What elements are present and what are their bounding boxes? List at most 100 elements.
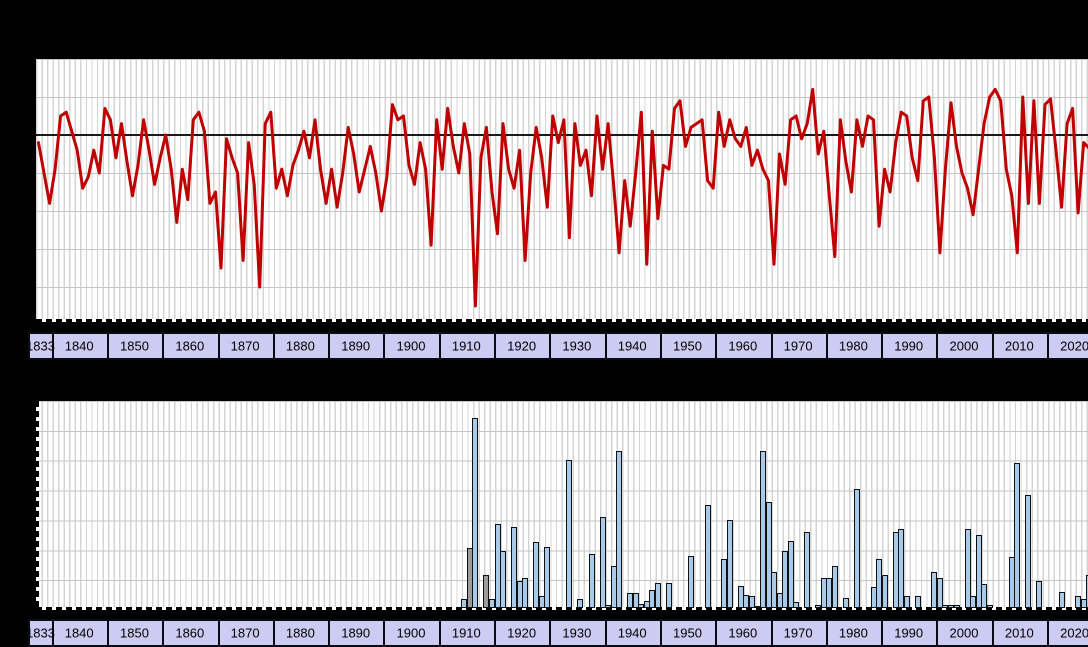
bar-1997	[942, 605, 949, 608]
decade-separator	[549, 621, 552, 645]
bar-2014	[1036, 581, 1043, 608]
decade-separator	[604, 334, 607, 358]
decade-label: 1880	[285, 338, 315, 354]
decade-label: 1833	[28, 625, 55, 641]
bar-2023	[1086, 575, 1088, 608]
bar-1972	[804, 531, 811, 608]
decade-label: 1980	[838, 338, 868, 354]
decade-label: 1833	[28, 338, 55, 354]
decade-separator	[881, 621, 884, 645]
decade-separator	[659, 621, 662, 645]
decade-separator	[825, 334, 828, 358]
decade-separator	[383, 334, 386, 358]
decade-label: 1950	[673, 338, 702, 354]
mean-reference-line	[36, 134, 1088, 136]
bar-1941	[632, 593, 639, 608]
decade-separator	[991, 334, 994, 358]
decade-separator	[715, 334, 718, 358]
bar-1945	[654, 582, 661, 608]
bar-1917	[500, 551, 506, 608]
decade-separator	[272, 334, 275, 358]
decade-label: 1970	[783, 338, 813, 354]
decade-separator	[770, 621, 773, 645]
decade-label: 1940	[617, 625, 647, 641]
bar-1947	[665, 582, 672, 608]
decade-separator	[162, 334, 165, 358]
annual-anomaly-line	[37, 87, 1088, 308]
bar-1958	[726, 519, 733, 608]
decade-label: 1850	[120, 625, 149, 641]
decade-label: 1900	[396, 625, 426, 641]
bar-1931	[577, 599, 584, 608]
bar-1923	[533, 542, 540, 608]
bar-1986	[881, 575, 888, 608]
decade-label: 1900	[396, 338, 426, 354]
decade-label: 1860	[175, 625, 205, 641]
bar-1969	[787, 540, 794, 608]
decade-separator	[936, 334, 939, 358]
decade-separator	[715, 621, 718, 645]
bar-1992	[914, 596, 921, 608]
decade-separator	[328, 334, 331, 358]
decade-label: 1870	[230, 338, 260, 354]
decade-label: 2010	[1004, 338, 1034, 354]
bar-1989	[898, 528, 905, 608]
decade-label: 1870	[230, 625, 260, 641]
decade-label: 2000	[949, 338, 979, 354]
bar-1914	[483, 575, 490, 608]
decade-separator	[825, 621, 828, 645]
upper-decade-axis: 1833 1840 1850 1860 1870 1880 1890 1900 1910 1920…	[28, 332, 1088, 360]
bar-1944	[649, 590, 656, 608]
upper-line-chart-plot	[36, 59, 1088, 322]
bar-2003	[975, 534, 982, 608]
bar-2018	[1058, 591, 1065, 608]
bar-1921	[522, 578, 529, 608]
decade-separator	[881, 334, 884, 358]
bar-1981	[853, 488, 860, 608]
bar-1961	[743, 594, 750, 608]
bar-1966	[771, 572, 777, 608]
bar-1924	[538, 596, 545, 608]
decade-label: 1910	[451, 338, 481, 354]
decade-label: 1950	[673, 625, 702, 641]
decade-separator	[438, 334, 441, 358]
decade-label: 1980	[838, 625, 868, 641]
decade-label: 1930	[562, 338, 592, 354]
bar-1970	[793, 602, 800, 608]
decade-separator	[604, 621, 607, 645]
decade-separator	[328, 621, 331, 645]
lower-decade-axis: 1833 1840 1850 1860 1870 1880 1890 1900 1910 1920…	[28, 619, 1088, 647]
decade-separator	[991, 621, 994, 645]
decade-separator	[217, 621, 220, 645]
bar-2001	[964, 528, 971, 608]
bar-2004	[981, 584, 988, 608]
lower-left-axis-dashed	[36, 401, 39, 610]
bar-1962	[748, 596, 755, 608]
bar-1974	[815, 605, 822, 608]
decade-label: 1890	[341, 338, 371, 354]
decade-separator	[106, 621, 109, 645]
decade-label: 1990	[894, 625, 924, 641]
decade-label: 1880	[285, 625, 315, 641]
bar-2010	[1014, 463, 1021, 608]
bar-1984	[870, 587, 877, 608]
bar-2012	[1025, 494, 1032, 608]
decade-label: 1940	[617, 338, 647, 354]
bar-1979	[842, 597, 849, 608]
decade-separator	[51, 334, 54, 358]
bar-1912	[472, 418, 479, 608]
bar-1990	[903, 596, 910, 608]
decade-separator	[1047, 621, 1049, 645]
bar-1911	[466, 548, 473, 608]
bar-1964	[759, 451, 766, 608]
decade-separator	[494, 334, 496, 358]
decade-separator	[106, 334, 109, 358]
decade-separator	[1047, 334, 1049, 358]
decade-label: 2020	[1060, 625, 1088, 641]
decade-label: 1930	[562, 625, 592, 641]
decade-label: 1860	[175, 338, 205, 354]
decade-label: 1910	[451, 625, 481, 641]
bar-1925	[544, 546, 551, 608]
decade-separator	[51, 621, 54, 645]
decade-label: 1990	[894, 338, 924, 354]
